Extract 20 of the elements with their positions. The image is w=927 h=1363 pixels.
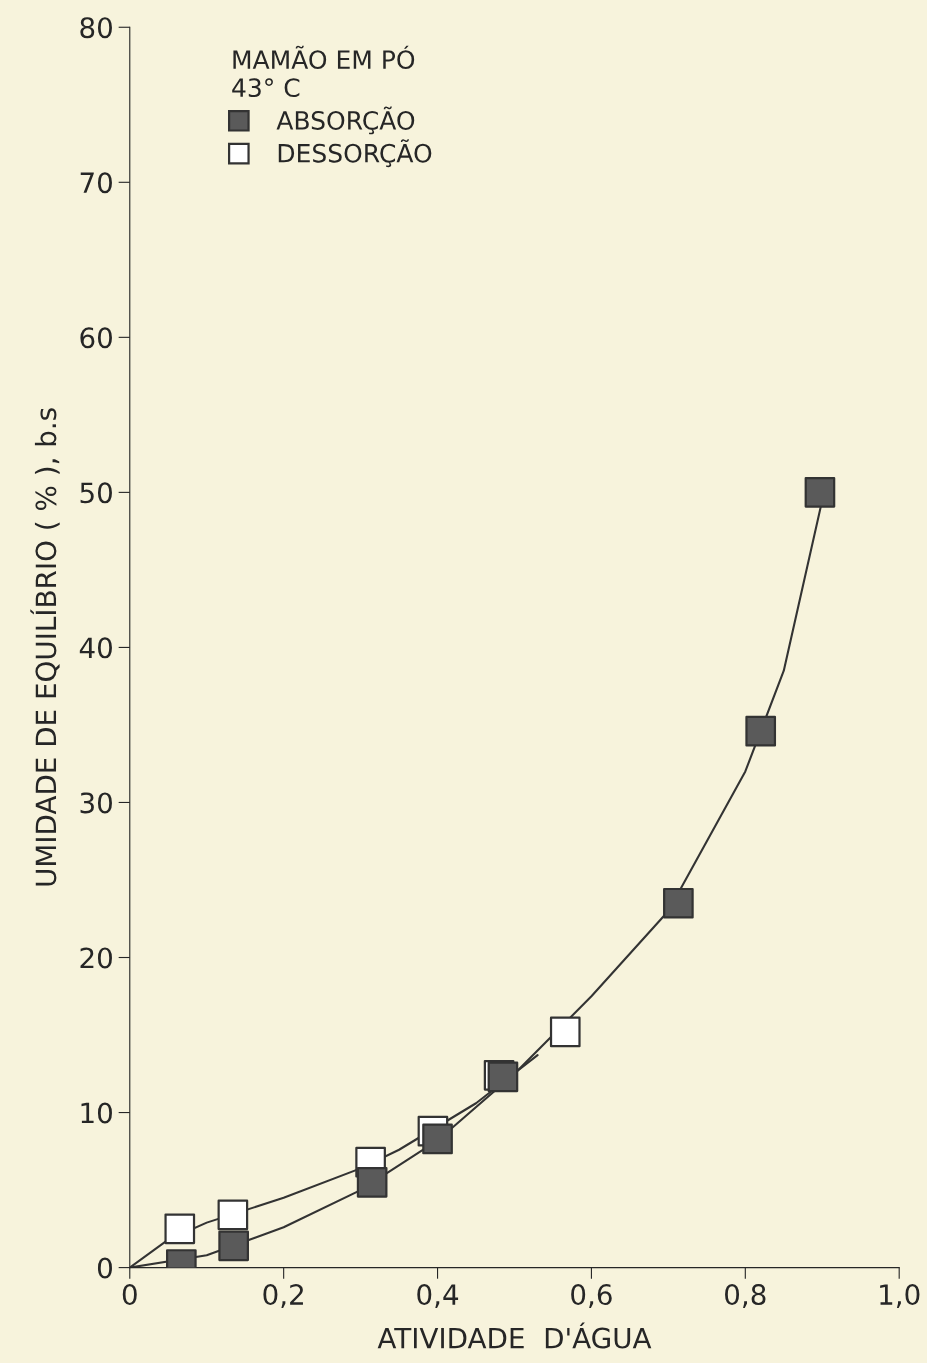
x-axis-title: ATIVIDADE D'ÁGUA [377,1322,652,1349]
legend-label: DESSORÇÃO [278,139,432,168]
y-tick-label: 20 [80,947,112,969]
x-tick-label: 0,2 [263,1284,303,1308]
x-tick-label: 0,6 [571,1284,612,1308]
y-tick-label: 40 [79,637,112,659]
y-tick-label: 70 [80,172,112,194]
y-tick-label: 10 [81,1102,112,1124]
x-tick-label: 0 [122,1284,137,1306]
legend-title: MAMÃO EM PÓ 43° C [232,45,415,98]
y-axis-title: UMIDADE DE EQUILÍBRIO ( % ), b.s [30,408,60,886]
x-tick-label: 0,8 [725,1284,766,1308]
x-tick-label: 1,0 [880,1284,920,1308]
y-tick-label: 30 [80,792,112,814]
legend-label: ABSORÇÃO [276,106,415,135]
y-tick-label: 60 [80,327,112,349]
y-tick-label: 50 [80,482,112,504]
y-tick-label: 80 [80,17,112,39]
y-tick-label: 0 [97,1257,112,1279]
x-tick-label: 0,4 [417,1284,459,1308]
